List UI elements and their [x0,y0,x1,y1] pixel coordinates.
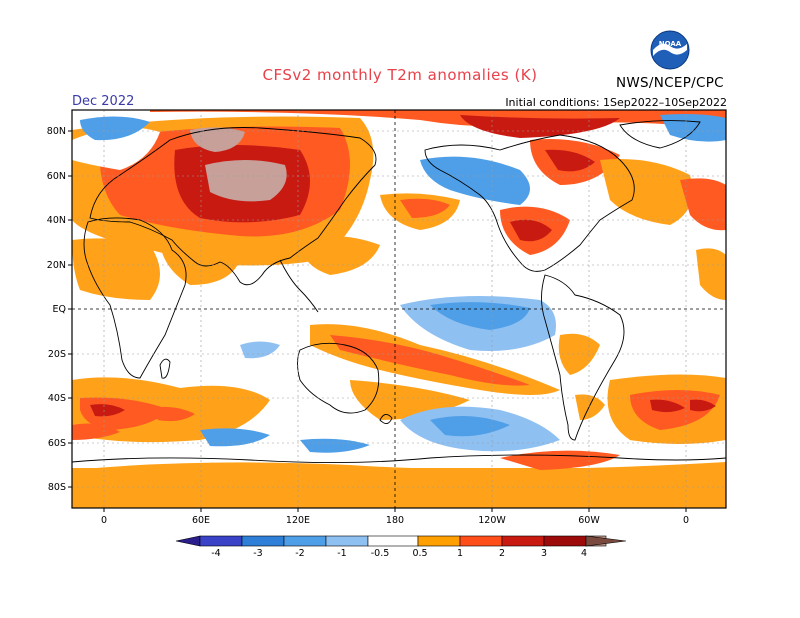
colorbar: -4 -3 -2 -1 -0.5 0.5 1 2 3 4 [175,535,627,559]
lat-label: 80N [47,126,66,137]
lat-label: 60S [48,438,66,449]
colorbar-bin [543,535,587,547]
colorbar-label: -3 [253,548,262,559]
lat-label: 60N [47,171,66,182]
lon-label: 60W [578,515,600,526]
svg-text:NOAA: NOAA [659,40,682,48]
period-label: Dec 2022 [72,94,135,109]
longitude-labels: 0 60E 120E 180 120W 60W 0 [101,515,689,526]
lon-label: 120E [286,515,310,526]
lat-label: 20S [48,349,66,360]
colorbar-label: -4 [211,548,220,559]
continent-outlines [72,120,726,464]
colorbar-max-arrow [585,535,627,547]
lon-label: 120W [478,515,506,526]
colorbar-label: 4 [581,548,587,559]
colorbar-label: 3 [541,548,547,559]
lat-label: 20N [47,260,66,271]
colorbar-label: 0.5 [412,548,427,559]
colorbar-label: 2 [499,548,505,559]
lon-label: 60E [192,515,210,526]
initial-conditions-label: Initial conditions: 1Sep2022–10Sep2022 [505,96,727,109]
lon-label: 0 [101,515,107,526]
reference-lines [72,110,726,508]
map-title: CFSv2 monthly T2m anomalies (K) [262,66,538,84]
colorbar-bin [325,535,369,547]
lat-label: EQ [53,304,66,315]
colorbar-label: -1 [337,548,346,559]
colorbar-label: -0.5 [371,548,390,559]
lat-label: 40N [47,215,66,226]
colorbar-bin [417,535,461,547]
lon-label: 0 [683,515,689,526]
lon-label: 180 [386,515,404,526]
colorbar-label: -2 [295,548,304,559]
latitude-labels: 80N 60N 40N 20N EQ 20S 40S 60S 80S [47,126,66,493]
colorbar-bin [241,535,285,547]
colorbar-bin [367,535,419,547]
colorbar-min-arrow [175,535,201,547]
lat-label: 80S [48,482,66,493]
colorbar-bin [459,535,503,547]
lat-label: 40S [48,393,66,404]
org-label: NWS/NCEP/CPC [616,75,724,91]
noaa-logo: NOAA [650,30,690,70]
colorbar-bin [501,535,545,547]
graticule [72,110,726,508]
colorbar-bin [199,535,243,547]
colorbar-label: 1 [457,548,463,559]
colorbar-bin [283,535,327,547]
